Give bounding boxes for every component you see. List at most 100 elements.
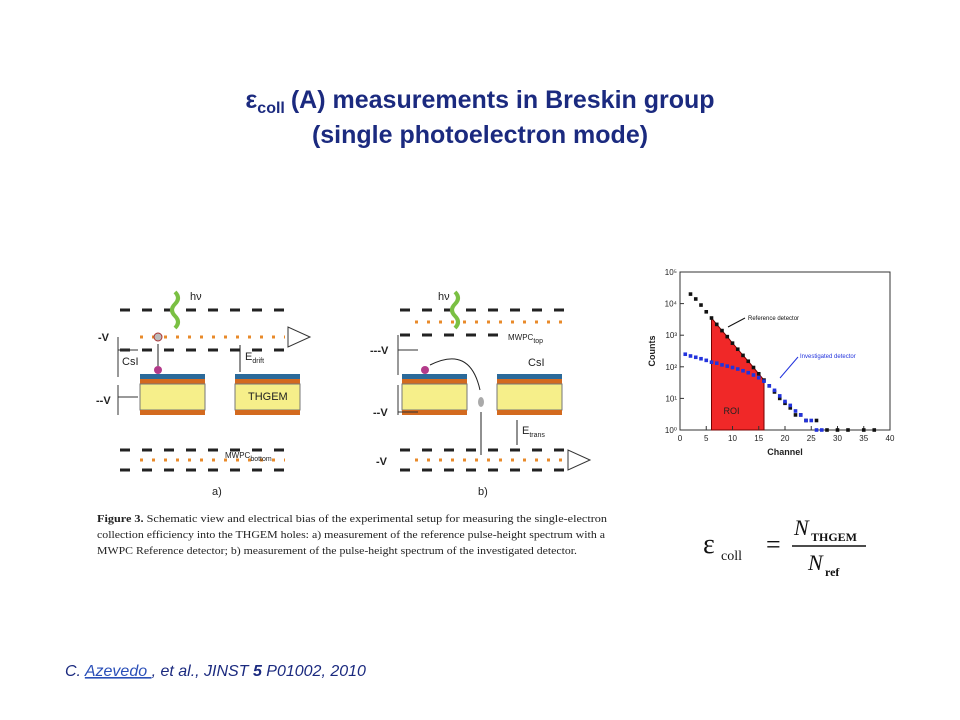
data-point (798, 413, 803, 417)
label: -V (376, 456, 388, 468)
data-point (730, 341, 735, 345)
data-point (793, 413, 798, 417)
citation-prefix: C. (65, 663, 85, 680)
citation-text: P01002, 2010 (262, 663, 366, 680)
data-point (861, 428, 866, 432)
label: --V (96, 395, 111, 407)
data-point (762, 379, 766, 384)
label: -V (98, 332, 110, 344)
label: Edrift (245, 351, 264, 365)
data-point (809, 418, 814, 423)
x-tick-label: 30 (833, 434, 842, 443)
data-point (704, 310, 709, 314)
y-axis-label: Counts (647, 336, 657, 367)
data-point (735, 367, 740, 371)
electrode (402, 379, 467, 384)
data-point (693, 297, 698, 301)
electrode (235, 410, 300, 415)
data-point (730, 365, 735, 370)
data-point (772, 388, 777, 393)
data-point (709, 360, 714, 364)
data-point (725, 364, 730, 368)
label: CsI (122, 356, 139, 368)
data-point (688, 292, 693, 296)
x-tick-label: 15 (754, 434, 763, 443)
label-sub: bottom (250, 456, 272, 463)
label-sub: top (533, 338, 543, 345)
label-main: MWPC (225, 451, 251, 460)
title-line-2: (single photoelectron mode) (312, 121, 648, 149)
electrode (140, 410, 205, 415)
label-sub: drift (252, 358, 264, 365)
y-tick-label: 10³ (665, 331, 677, 340)
label: b) (478, 486, 488, 498)
data-point (709, 316, 714, 320)
data-point (746, 359, 751, 364)
electron (153, 332, 163, 342)
formula-num: N (793, 515, 810, 540)
schematic-b: hν ---V --V -V MWPCtop CsI Etrans b) (370, 290, 592, 498)
caption-line: Figure 3. Schematic view and electrical … (97, 514, 607, 525)
label: THGEM (248, 391, 288, 403)
title-subscript: coll (257, 100, 285, 117)
caption: Figure 3. Schematic view and electrical … (97, 514, 607, 557)
schematic-a: hν -V --V CsI THGEM Edrift MWPCbottom a) (96, 290, 312, 498)
photon (170, 290, 180, 330)
label: --V (373, 407, 388, 419)
x-tick-label: 0 (678, 434, 683, 443)
data-point (814, 418, 819, 423)
photon (450, 290, 460, 330)
formula-den: N (807, 550, 824, 575)
csi-layer (402, 374, 467, 379)
label-main: E (522, 425, 529, 437)
label-sub: trans (529, 432, 545, 439)
data-point (720, 363, 724, 367)
formula: ε coll = N THGEM N ref (703, 515, 866, 579)
drift-path (429, 358, 481, 391)
data-point (688, 354, 693, 358)
data-point (714, 361, 719, 365)
formula-lhs-sub: coll (721, 549, 742, 564)
label: CsI (528, 357, 545, 369)
electron (421, 366, 429, 374)
data-point (819, 428, 824, 432)
data-point (693, 355, 698, 360)
data-point (777, 396, 782, 401)
caption-line: collection efficiency into the THGEM hol… (97, 530, 606, 541)
legend-entry: Reference detector (748, 316, 799, 322)
thgem-plate (234, 383, 301, 411)
label: hν (190, 291, 202, 303)
citation-link[interactable]: Azevedo (84, 663, 152, 680)
data-point (751, 365, 756, 370)
annotation-arrow (727, 317, 746, 328)
x-tick-label: 35 (859, 434, 868, 443)
caption-label: Figure 3. (97, 514, 144, 525)
data-point (793, 409, 798, 413)
x-axis-label: Channel (767, 447, 803, 457)
data-point (741, 368, 745, 373)
data-point (746, 370, 751, 375)
title: εcoll (A) measurements in Breskin group (… (245, 86, 714, 149)
amplifier (567, 449, 592, 471)
label-main: MWPC (508, 333, 534, 342)
label: Etrans (522, 425, 545, 439)
y-tick-label: 10⁴ (665, 300, 678, 309)
data-point (835, 428, 840, 432)
title-symbol: ε (245, 86, 257, 114)
data-point (783, 399, 787, 404)
thgem-plate (401, 383, 468, 411)
spectrum-plot: ROI 10⁰ 10¹ 10² 10³ 10⁴ 10⁵ 0 5 10 15 20 25 30 35 40 Cha… (647, 268, 895, 457)
data-point (814, 428, 819, 432)
label: ---V (370, 345, 389, 357)
label: hν (438, 291, 450, 303)
data-point (825, 428, 829, 432)
title-text: (A) measurements in Breskin group (291, 86, 715, 114)
x-tick-label: 40 (886, 434, 895, 443)
thgem-plate (496, 383, 563, 411)
amplifier (287, 326, 312, 348)
formula-lhs: ε (703, 529, 715, 560)
data-point (767, 384, 772, 388)
citation-text: , et al., JINST (152, 663, 253, 680)
csi-layer (235, 374, 300, 379)
